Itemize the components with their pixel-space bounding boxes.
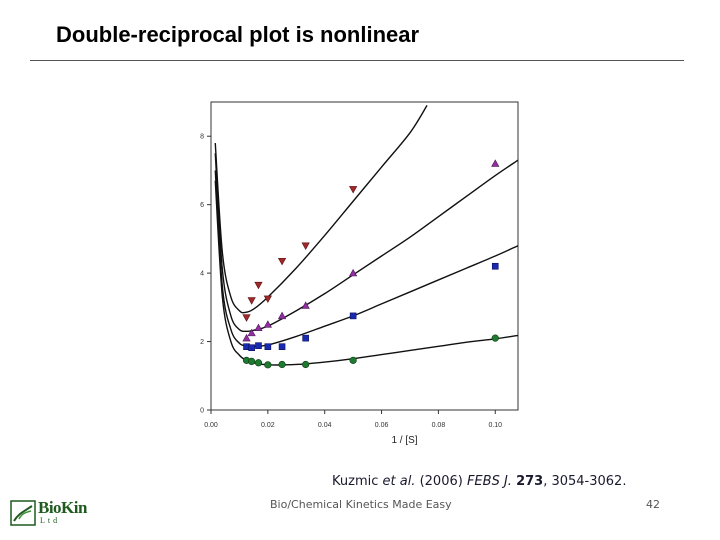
data-point-circle [264,361,272,369]
data-point-square [349,312,357,320]
data-point-triangle-up [254,323,263,332]
logo-sub: Ltd [40,516,61,525]
tick-labels: 0.00 0.02 0.04 0.06 0.08 0.10 0 2 4 6 8 1 / [S] [200,134,502,446]
y-tick-label: 4 [200,271,204,278]
biokin-logo: BioKin Ltd [10,498,92,528]
data-point-triangle-down [247,297,256,305]
citation-volume: 273 [516,474,544,489]
data-point-triangle-up [301,301,310,309]
citation-pages: , 3054-3062. [543,474,627,489]
citation-authors: Kuzmic [332,474,383,489]
data-point-triangle-down [277,257,287,266]
y-tick-label: 8 [200,134,204,141]
data-point-square [302,334,309,342]
x-tick-label: 0.04 [318,422,332,429]
data-point-square [491,262,499,270]
slide-title: Double-reciprocal plot is nonlinear [56,22,420,47]
fit-curve-1 [214,105,428,314]
data-point-square [278,343,286,350]
data-point-triangle-up [247,328,256,337]
data-point-triangle-up [491,159,500,167]
data-point-square [264,343,272,350]
x-tick-label: 0.06 [375,422,389,429]
data-point-triangle-down [254,281,263,290]
plot-frame [210,101,519,411]
y-tick-label: 6 [200,202,204,209]
data-point-triangle-up [242,333,251,342]
data-point-triangle-down [242,314,251,322]
data-point-square [248,344,255,352]
x-tick-label: 0.10 [488,422,502,429]
fit-curves [214,105,518,366]
data-point-triangle-down [263,295,272,303]
data-point-circle [254,359,263,367]
data-points [242,159,500,369]
data-point-triangle-down [301,242,310,250]
data-point-circle [248,357,256,366]
chart-axes [207,101,519,414]
page-number: 42 [646,498,660,511]
leaf-icon [10,500,36,526]
fit-curve-2 [214,153,518,333]
x-tick-label: 0.02 [261,422,275,429]
x-tick-label: 0.00 [204,422,218,429]
data-point-circle [349,356,357,364]
data-point-circle [491,334,499,342]
citation-etal: et al. [382,474,416,489]
x-tick-label: 0.08 [432,422,446,429]
x-axis-label: 1 / [S] [391,435,417,446]
citation-year: (2006) [415,474,467,489]
logo-name: BioKin [38,498,87,517]
fit-curve-3 [214,170,518,348]
data-point-circle [278,360,286,369]
data-point-triangle-down [349,186,358,194]
y-tick-label: 2 [200,339,204,346]
title-divider [30,60,684,61]
y-tick-label: 0 [200,408,204,415]
footer-text: Bio/Chemical Kinetics Made Easy [270,498,452,511]
data-point-triangle-up [349,268,358,277]
data-point-square [255,342,262,349]
data-point-circle [302,360,310,369]
citation-journal: FEBS J. [466,474,512,489]
fit-curve-4 [214,180,518,366]
data-point-triangle-up [277,311,287,320]
citation: Kuzmic et al. (2006) FEBS J. 273, 3054-3… [332,474,626,489]
data-point-triangle-up [263,320,272,328]
